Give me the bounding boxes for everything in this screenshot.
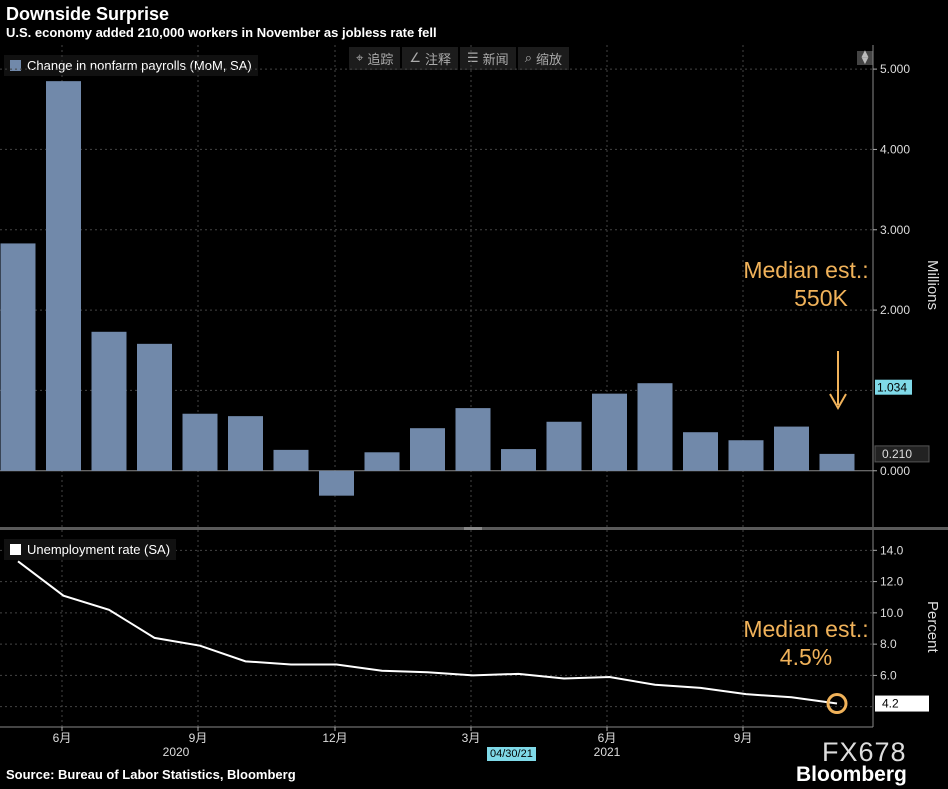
x-tick-label: 6月 [598,731,617,745]
source-note: Source: Bureau of Labor Statistics, Bloo… [6,767,296,782]
payrolls-bar [455,408,491,471]
rate-annotation-line1: Median est.: [743,616,869,642]
last-value-flag [875,695,929,712]
x-year-label: 2021 [594,745,621,759]
rate-annotation-line2: 4.5% [779,644,833,670]
payrolls-bar [182,413,218,471]
payrolls-annotation-line1: Median est.: [743,257,869,283]
track-label: 追踪 [367,53,394,68]
payrolls-bar [0,243,36,471]
payrolls-bar [91,331,127,471]
payrolls-legend[interactable]: Change in nonfarm payrolls (MoM, SA) [4,55,258,76]
unemployment-legend-label: Unemployment rate (SA) [27,542,171,557]
payrolls-bar [319,470,354,496]
payrolls-bar [774,426,809,471]
last-value-label: 4.2 [882,697,899,711]
current-value-label: 1.034 [877,381,907,395]
x-tick-label: 12月 [322,731,347,745]
track-button[interactable]: ⌖ 追踪 [349,47,401,70]
payrolls-bar [46,81,81,471]
payrolls-bar [683,432,718,471]
last-point-marker [826,693,848,715]
bloomberg-logo: Bloomberg [796,763,907,786]
x-tick-label: 6月 [53,731,72,745]
annotate-button[interactable]: ∠ 注释 [402,47,459,70]
crosshair-date-flag: 04/30/21 [487,747,536,761]
payrolls-bar [364,452,400,471]
x-tick-label: 9月 [189,731,208,745]
y-tick-label: 4.000 [880,142,910,156]
y-tick-label: 6.0 [880,668,897,682]
zoom-label: 缩放 [535,53,562,68]
chart-subtitle: U.S. economy added 210,000 workers in No… [6,25,437,40]
unemployment-y-axis-label: Percent [924,601,941,653]
median-arrow-head [829,393,847,411]
y-tick-label: 2.000 [880,303,910,317]
y-tick-label: 10.0 [880,606,904,620]
x-tick-label: 9月 [734,731,753,745]
payrolls-bar [228,416,263,471]
payrolls-chart: 5.000 4.000 3.000 2.000 0.000 1.034 0.210 [0,45,930,527]
unemployment-legend[interactable]: Unemployment rate (SA) [4,539,177,560]
current-value-flag [875,379,912,395]
payrolls-bar [501,449,536,471]
rate-median-annotation: Median est.: 4.5% [741,615,871,671]
watermark-ticker: FX678 [822,737,907,767]
pencil-icon: ∠ [409,51,421,66]
y-tick-label: 12.0 [880,575,904,589]
last-value-label: 0.210 [882,447,912,461]
news-icon: ☰ [467,51,479,66]
zoom-button[interactable]: ⌕ 缩放 [517,47,569,70]
payrolls-bar [546,421,582,471]
divider-handle[interactable] [464,527,482,530]
x-year-label: 2020 [163,745,190,759]
payrolls-median-annotation: Median est.: 550K [741,256,871,312]
payrolls-annotation-line2: 550K [794,285,848,311]
unemployment-legend-swatch [10,544,21,555]
last-value-flag [874,445,930,463]
news-label: 新闻 [482,53,509,68]
chart-toolbar: ⌖ 追踪 ∠ 注释 ☰ 新闻 ⌕ 缩放 [349,47,569,70]
payrolls-legend-swatch [10,60,21,71]
y-tick-label: 3.000 [880,223,910,237]
crosshair-icon: ⌖ [356,51,364,66]
x-tick-label: 3月 [462,731,481,745]
y-tick-label: 0.000 [880,464,910,478]
y-tick-label: 14.0 [880,543,904,557]
payrolls-bar [819,453,855,471]
payrolls-bar [273,449,309,471]
payrolls-bar [728,440,764,471]
payrolls-y-axis-label: Millions [924,260,941,311]
chart-title: Downside Surprise [6,4,170,24]
payrolls-bar [410,428,445,471]
annotate-label: 注释 [425,53,452,68]
payrolls-bar [637,383,673,471]
payrolls-bar [592,393,627,471]
y-tick-label: 5.000 [880,62,910,76]
y-tick-label: 8.0 [880,637,897,651]
unemployment-line [17,560,838,705]
scale-toggle-button[interactable]: ▲ ▼ [857,50,873,66]
magnifier-icon: ⌕ [524,51,532,66]
news-button[interactable]: ☰ 新闻 [460,47,516,70]
payrolls-bar [137,343,172,471]
